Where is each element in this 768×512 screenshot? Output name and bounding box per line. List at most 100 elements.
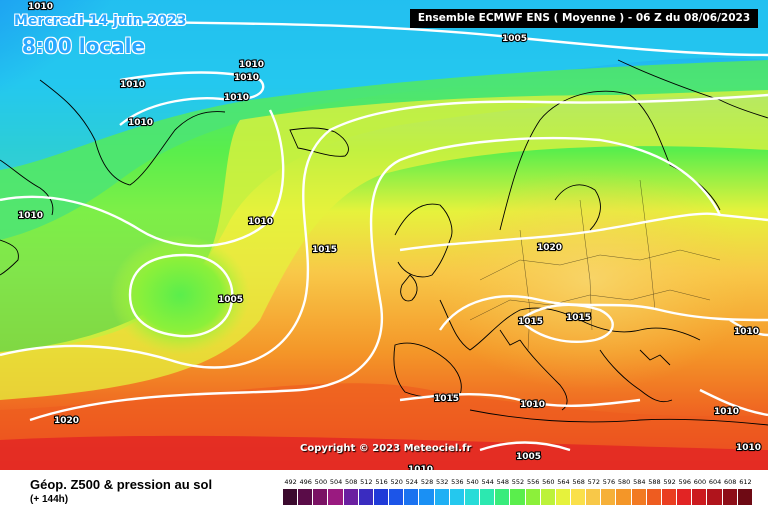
scale-swatch — [616, 489, 632, 505]
scale-swatches — [283, 489, 753, 505]
scale-label: 536 — [451, 478, 464, 486]
isobar-1010-north — [49, 18, 768, 57]
scale-label: 608 — [724, 478, 737, 486]
isobar-label: 1010 — [734, 327, 759, 337]
isobar-1015-europe — [439, 295, 768, 331]
scale-label: 544 — [481, 478, 494, 486]
scale-swatch — [283, 489, 299, 505]
model-run-info: Ensemble ECMWF ENS ( Moyenne ) - 06 Z du… — [410, 9, 758, 28]
scale-swatch — [328, 489, 344, 505]
scale-swatch — [555, 489, 571, 505]
isobar-label: 1010 — [714, 407, 739, 417]
scale-swatch — [449, 489, 465, 505]
isobar-label: 1015 — [518, 317, 543, 327]
scale-swatch — [298, 489, 314, 505]
isobar-labels: 1010 1010 1010 1010 1010 1010 1005 1010 … — [17, 1, 762, 470]
scale-swatch — [358, 489, 374, 505]
scale-label: 596 — [678, 478, 691, 486]
isobar-label: 1015 — [312, 245, 337, 255]
isobar-1015-central — [518, 303, 614, 343]
scale-label: 532 — [435, 478, 449, 486]
scale-swatch — [661, 489, 678, 505]
color-scale: 492 496 500 504 508 512 516 520 524 528 532 536 540 5… — [283, 478, 753, 510]
scale-label: 540 — [466, 478, 479, 486]
scale-swatch — [722, 489, 738, 505]
isobar-label: 1005 — [502, 34, 527, 44]
borders — [469, 179, 721, 351]
scale-label: 580 — [617, 478, 631, 486]
scale-swatch — [373, 489, 390, 505]
scale-label: 600 — [693, 478, 707, 486]
south-hot — [0, 435, 768, 470]
scale-label: 604 — [708, 478, 722, 486]
isobar-label: 1010 — [248, 217, 273, 227]
scale-label: 568 — [572, 478, 585, 486]
scale-label: 512 — [360, 478, 373, 486]
scale-swatch — [737, 489, 753, 505]
scale-swatch — [646, 489, 662, 505]
scale-label: 492 — [284, 478, 297, 486]
scale-label: 584 — [633, 478, 646, 486]
scale-swatch — [389, 489, 405, 505]
scale-label: 572 — [587, 478, 601, 486]
scale-label: 516 — [375, 478, 388, 486]
forecast-date: Mercredi 14 juin 2023 — [14, 13, 187, 29]
isobar-label: 1010 — [120, 80, 145, 90]
scale-label: 524 — [405, 478, 419, 486]
isobar-label: 1020 — [54, 416, 79, 426]
scale-swatch — [419, 489, 435, 505]
legend-title: Géop. Z500 & pression au sol — [30, 477, 213, 492]
isobar-1020-europe — [399, 212, 721, 252]
isobar-1015-main — [0, 93, 768, 369]
scale-swatch — [313, 489, 329, 505]
isobar-label: 1020 — [537, 243, 562, 253]
scale-label: 528 — [420, 478, 434, 486]
scale-label: 500 — [314, 478, 328, 486]
scale-swatch — [601, 489, 617, 505]
scale-swatch — [343, 489, 359, 505]
isobar-label: 1010 — [128, 118, 153, 128]
scale-label: 552 — [511, 478, 525, 486]
scale-label: 496 — [299, 478, 312, 486]
scale-swatch — [692, 489, 708, 505]
scale-swatch — [570, 489, 587, 505]
isobar-1010-east — [729, 319, 768, 337]
scale-swatch — [434, 489, 450, 505]
scale-swatch — [495, 489, 511, 505]
scale-label: 556 — [526, 478, 540, 486]
isobar-label: 1015 — [566, 313, 591, 323]
isobar-label: 1010 — [18, 211, 43, 221]
scale-swatch — [677, 489, 693, 505]
scale-swatch — [464, 489, 481, 505]
scale-swatch — [510, 489, 526, 505]
forecast-time: 8:00 locale — [22, 34, 146, 58]
copyright-notice: Copyright © 2023 Meteociel.fr — [300, 443, 472, 454]
scale-label: 504 — [329, 478, 343, 486]
isobar-label: 1005 — [218, 295, 243, 305]
forecast-map: 1010 1010 1010 1010 1010 1010 1005 1010 … — [0, 0, 768, 470]
scale-label: 560 — [542, 478, 555, 486]
scale-labels: 492 496 500 504 508 512 516 520 524 528 532 536 540 5… — [283, 478, 753, 488]
isobar-1010-southeast — [699, 388, 768, 417]
isobar-label: 1010 — [408, 465, 433, 470]
scale-label: 588 — [648, 478, 661, 486]
scale-swatch — [540, 489, 556, 505]
scale-swatch — [404, 489, 420, 505]
scale-swatch — [631, 489, 647, 505]
scale-label: 548 — [496, 478, 510, 486]
scale-swatch — [707, 489, 723, 505]
isobar-label: 1010 — [28, 2, 53, 12]
isobar-label: 1010 — [224, 93, 249, 103]
isobar-label: 1015 — [434, 394, 459, 404]
scale-swatch — [480, 489, 496, 505]
scale-label: 520 — [390, 478, 403, 486]
isobar-label: 1005 — [516, 452, 541, 462]
scale-label: 612 — [739, 478, 752, 486]
isobar-1020-outer — [29, 137, 768, 422]
isobar-label: 1010 — [234, 73, 259, 83]
scale-label: 576 — [602, 478, 616, 486]
scale-label: 592 — [663, 478, 676, 486]
isobar-label: 1010 — [520, 400, 545, 410]
isobar-1010-italy — [399, 393, 641, 407]
